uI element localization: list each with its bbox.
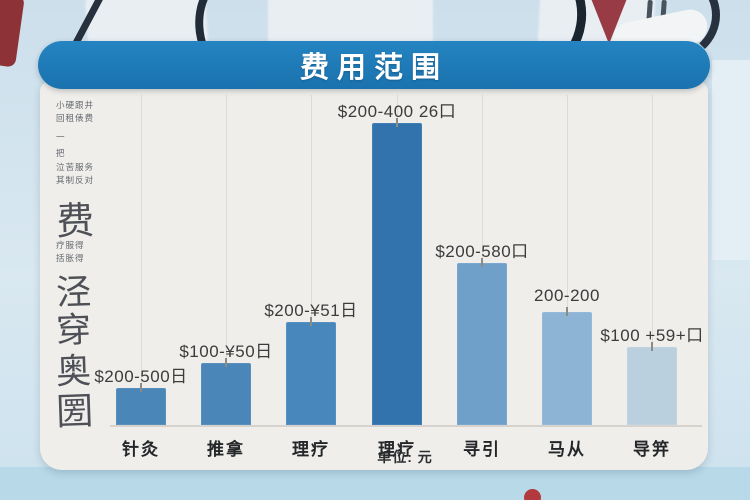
bar-chart: $200-500日 针灸 $100-¥50日 推拿 $200-¥51日 理疗 $200-40…	[40, 80, 708, 470]
bottom-red-dot	[524, 489, 541, 500]
chart-card: 小硬跟井 回租俵费 一 把 泣苦服务 其制反对 费 疗服得 括胀得 泾 穿 奥 …	[40, 80, 708, 470]
bar-value-label: $100 +59+口	[600, 326, 704, 345]
bar-value-label: $200-500日	[94, 367, 188, 386]
bar	[201, 363, 251, 425]
bar-category-label: 针灸	[122, 440, 160, 459]
bar-value-label: $100-¥50日	[179, 342, 273, 361]
side-note-line: 泣苦服务	[56, 162, 95, 172]
title-banner: 费用范围	[38, 41, 710, 89]
side-note-line: 括胀得	[56, 253, 85, 263]
bar-top-tick	[140, 383, 142, 392]
bar-value-label: $200-¥51日	[264, 301, 358, 320]
grid-guide-line	[226, 95, 227, 425]
bar	[627, 347, 677, 425]
bar-top-tick	[310, 317, 312, 326]
bar	[542, 312, 592, 425]
bg-bottom-strip	[0, 467, 750, 500]
bar-category-label: 理疗	[378, 440, 416, 459]
bar	[286, 322, 336, 425]
side-note-line: 其制反对	[56, 175, 95, 185]
bar-top-tick	[566, 307, 568, 316]
bar-value-label: $200-400 26口	[337, 102, 457, 121]
bar-top-tick	[481, 258, 483, 267]
bar-top-tick	[396, 118, 398, 127]
bar-top-tick	[651, 342, 653, 351]
bar-value-label: $200-580口	[435, 242, 529, 261]
bar-top-tick	[225, 358, 227, 367]
bg-right-panel	[712, 60, 750, 260]
side-note-line: 小硬跟井	[56, 100, 95, 110]
grid-guide-line	[652, 95, 653, 425]
grid-guide-line	[311, 95, 312, 425]
bar	[457, 263, 507, 425]
bar	[372, 123, 422, 425]
unit-label: 单位: 元	[377, 449, 433, 465]
x-axis-line	[110, 425, 702, 427]
side-note-line: 回租俵费	[56, 113, 95, 123]
side-note-line: 一	[56, 132, 66, 142]
bar-category-label: 马从	[548, 440, 586, 459]
bar-category-label: 导笄	[633, 440, 671, 459]
grid-guide-line	[141, 95, 142, 425]
side-note-line: 把	[56, 148, 66, 158]
bar-category-label: 寻引	[463, 440, 501, 459]
bg-red-garment	[0, 0, 25, 68]
grid-guide-line	[567, 95, 568, 425]
page-title: 费用范围	[299, 52, 448, 84]
side-note-line: 疗服得	[56, 240, 85, 250]
bg-stethoscope-tube	[612, 0, 720, 64]
bar-category-label: 推拿	[207, 440, 245, 459]
bar-category-label: 理疗	[292, 440, 330, 459]
bar	[116, 388, 166, 425]
bar-value-label: 200-200	[534, 286, 600, 305]
